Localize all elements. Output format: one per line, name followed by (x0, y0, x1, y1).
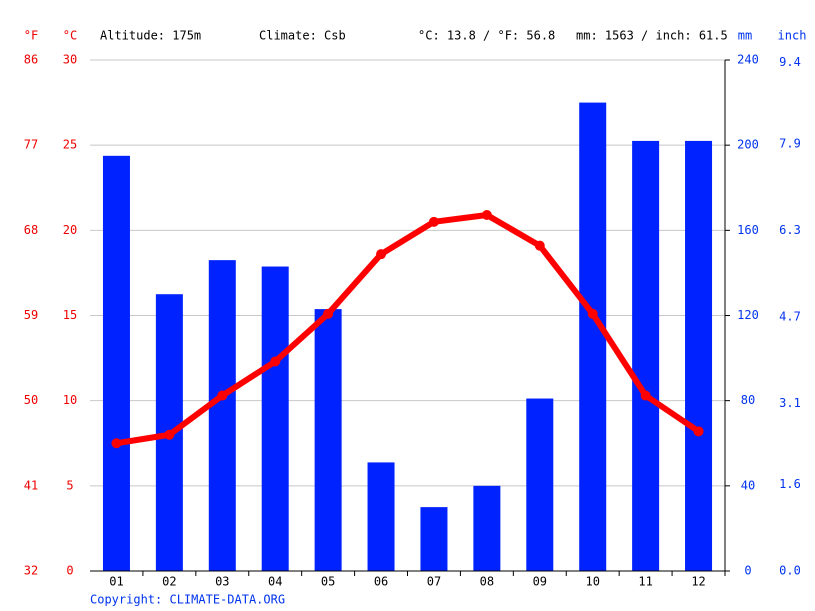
header-climate: Climate: Csb (259, 29, 346, 43)
bar (473, 485, 501, 571)
inch-tick-label: 1.6 (779, 477, 801, 491)
inch-tick-label: 9.4 (779, 55, 801, 69)
temperature-point (164, 429, 175, 440)
copyright: Copyright: CLIMATE-DATA.ORG (90, 593, 285, 607)
header-altitude: Altitude: 175m (100, 29, 201, 43)
x-tick-label: 06 (374, 575, 388, 589)
x-tick-label: 02 (162, 575, 176, 589)
bar (367, 462, 395, 571)
f-unit: °F (24, 29, 38, 43)
inch-tick-label: 4.7 (779, 309, 801, 323)
x-tick-label: 03 (215, 575, 229, 589)
mm-tick-label: 160 (737, 223, 759, 237)
mm-tick-label: 120 (737, 308, 759, 322)
header-precipitation: mm: 1563 / inch: 61.5 (576, 29, 728, 43)
header-temperature: °C: 13.8 / °F: 56.8 (418, 29, 555, 43)
f-tick-label: 59 (24, 308, 38, 322)
temperature-point (481, 210, 492, 221)
c-tick-label: 5 (66, 478, 73, 492)
temperature-point (376, 249, 387, 260)
temperature-point (640, 390, 651, 401)
f-tick-label: 50 (24, 393, 38, 407)
f-tick-label: 77 (24, 138, 38, 152)
bar (685, 140, 713, 572)
temperature-point (693, 426, 704, 437)
bar (526, 398, 554, 571)
temperature-line (115, 212, 701, 447)
f-tick-label: 86 (24, 53, 38, 67)
temperature-point (534, 240, 545, 251)
temperature-point (111, 438, 122, 449)
c-tick-label: 20 (63, 223, 77, 237)
temperature-point (217, 390, 228, 401)
f-tick-label: 41 (24, 478, 38, 492)
temperature-point (428, 216, 439, 227)
c-tick-label: 15 (63, 308, 77, 322)
inch-tick-label: 6.3 (779, 223, 801, 237)
mm-tick-label: 240 (737, 53, 759, 67)
c-tick-label: 0 (66, 564, 73, 578)
temperature-point (270, 356, 281, 367)
x-tick-label: 10 (585, 575, 599, 589)
f-tick-label: 68 (24, 223, 38, 237)
c-unit: °C (63, 29, 77, 43)
inch-tick-label: 0.0 (779, 564, 801, 578)
x-tick-label: 05 (321, 575, 335, 589)
mm-unit: mm (738, 29, 752, 43)
c-tick-label: 30 (63, 53, 77, 67)
x-tick-label: 04 (268, 575, 282, 589)
mm-tick-label: 80 (741, 393, 755, 407)
temperature-point (587, 308, 598, 319)
x-tick-label: 08 (480, 575, 494, 589)
x-tick-label: 09 (533, 575, 547, 589)
inch-tick-label: 7.9 (779, 136, 801, 150)
bar (261, 266, 289, 571)
bar (579, 102, 607, 571)
bar (314, 309, 342, 571)
bar (102, 155, 130, 571)
inch-unit: inch (778, 29, 807, 43)
inch-tick-label: 3.1 (779, 396, 801, 410)
bar (208, 260, 236, 571)
temperature-point (323, 308, 334, 319)
bar (632, 140, 660, 572)
mm-tick-label: 200 (737, 138, 759, 152)
c-tick-label: 25 (63, 138, 77, 152)
x-tick-label: 12 (691, 575, 705, 589)
mm-tick-label: 40 (741, 478, 755, 492)
bar (420, 507, 448, 571)
f-tick-label: 32 (24, 564, 38, 578)
c-tick-label: 10 (63, 393, 77, 407)
x-tick-label: 07 (427, 575, 441, 589)
x-tick-label: 01 (109, 575, 123, 589)
x-tick-label: 11 (638, 575, 652, 589)
mm-tick-label: 0 (744, 564, 751, 578)
